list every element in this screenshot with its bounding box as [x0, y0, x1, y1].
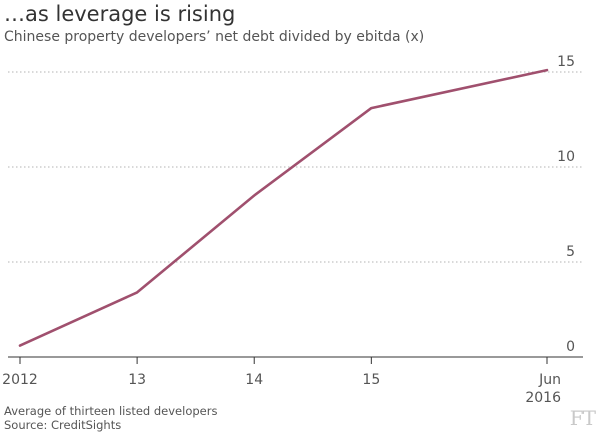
x-axis-labels: 2012 13 14 15 Jun 2016: [2, 372, 561, 406]
x-axis: [8, 356, 583, 364]
y-tick-label-5: 5: [566, 244, 575, 260]
ft-logo: FT: [569, 406, 596, 430]
series-line-0: [18, 68, 549, 347]
y-axis-labels: 0 5 10 15: [557, 54, 575, 355]
x-tick-label-1: 13: [128, 372, 146, 388]
chart-title: …as leverage is rising: [4, 2, 236, 26]
gridlines: [8, 71, 583, 263]
x-tick-label-2: 14: [245, 372, 263, 388]
y-tick-label-0: 0: [566, 339, 575, 355]
x-tick-label-0: 2012: [2, 372, 38, 388]
y-tick-label-15: 15: [557, 54, 575, 70]
footnote: Average of thirteen listed developers: [4, 404, 218, 418]
y-tick-label-10: 10: [557, 149, 575, 165]
x-tick-label-3: 15: [362, 372, 380, 388]
series: [18, 68, 549, 347]
x-tick-label-4-line2: 2016: [525, 390, 561, 406]
source-note: Source: CreditSights: [4, 418, 122, 432]
x-tick-label-4: Jun: [538, 372, 561, 388]
chart-subtitle: Chinese property developers’ net debt di…: [4, 29, 425, 45]
